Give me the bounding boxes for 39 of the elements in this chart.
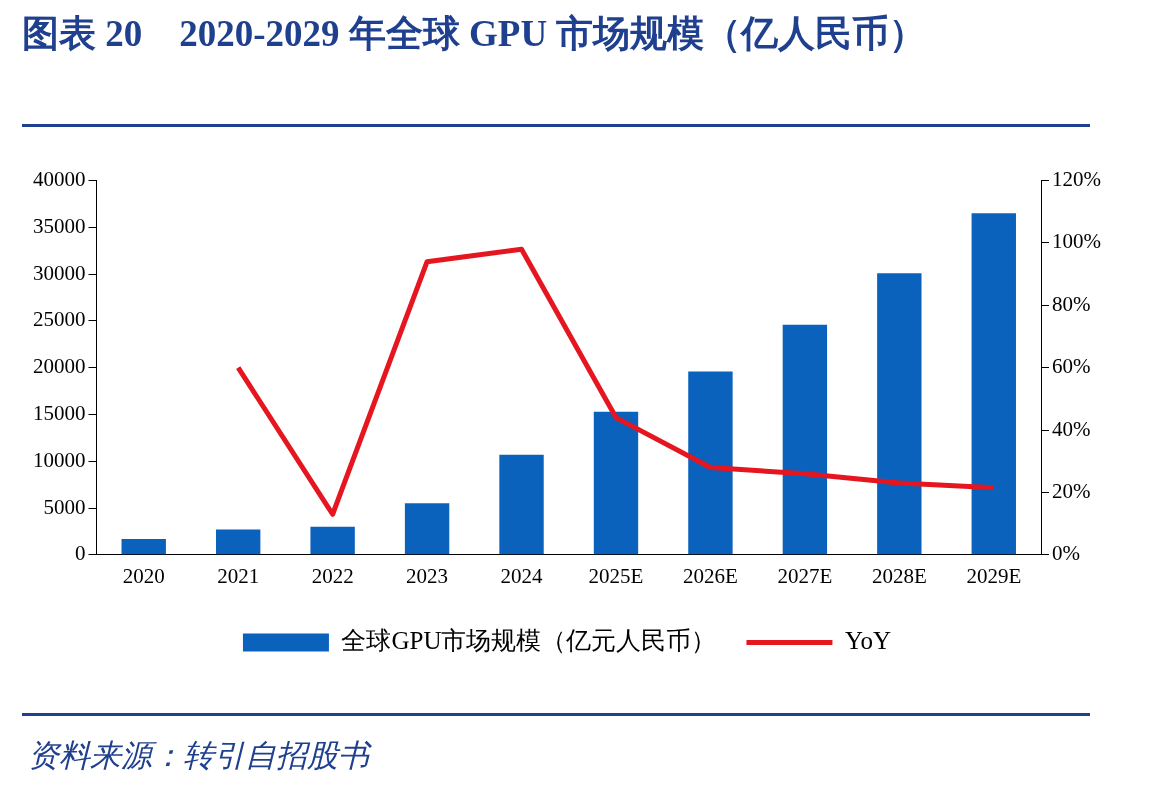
legend-label: 全球GPU市场规模（亿元人民币） xyxy=(341,627,717,655)
y-tick-label: 35000 xyxy=(33,213,86,238)
y2-tick-label: 60% xyxy=(1052,354,1091,379)
y-tick-label: 5000 xyxy=(43,494,86,519)
y-tick-label: 40000 xyxy=(33,167,86,192)
x-tick-label: 2020 xyxy=(122,563,165,588)
y2-tick-label: 0% xyxy=(1052,541,1081,566)
x-tick-label: 2023 xyxy=(406,563,449,588)
bar xyxy=(877,273,922,555)
x-tick-label: 2029E xyxy=(966,563,1022,588)
y-tick-label: 0 xyxy=(75,541,86,566)
bar xyxy=(215,529,261,555)
y-tick-label: 20000 xyxy=(33,354,86,379)
y-tick-label: 30000 xyxy=(33,260,86,285)
y-tick-label: 10000 xyxy=(33,447,86,472)
y2-tick-label: 40% xyxy=(1052,416,1091,441)
y-tick-label: 25000 xyxy=(33,307,86,332)
x-tick-label: 2028E xyxy=(871,563,927,588)
y-tick-label: 15000 xyxy=(33,400,86,425)
bar xyxy=(404,503,450,555)
x-tick-label: 2021 xyxy=(217,563,260,588)
x-tick-label: 2024 xyxy=(500,563,544,588)
bar xyxy=(593,411,639,555)
y2-tick-label: 100% xyxy=(1052,229,1102,254)
legend-label: YoY xyxy=(844,627,892,655)
bar xyxy=(499,454,544,555)
chart-title: 图表 20 2020-2029 年全球 GPU 市场规模（亿人民币） xyxy=(22,12,928,56)
y2-tick-label: 120% xyxy=(1052,167,1102,192)
y2-tick-label: 80% xyxy=(1052,291,1091,316)
x-tick-label: 2025E xyxy=(588,563,644,588)
bar xyxy=(688,371,733,555)
y2-tick-label: 20% xyxy=(1052,478,1091,503)
x-tick-label: 2026E xyxy=(683,563,738,588)
bar xyxy=(310,526,355,555)
x-tick-label: 2022 xyxy=(311,563,354,588)
bar xyxy=(782,324,828,555)
bar xyxy=(971,213,1016,555)
bar xyxy=(121,538,166,555)
x-tick-label: 2027E xyxy=(777,563,833,588)
